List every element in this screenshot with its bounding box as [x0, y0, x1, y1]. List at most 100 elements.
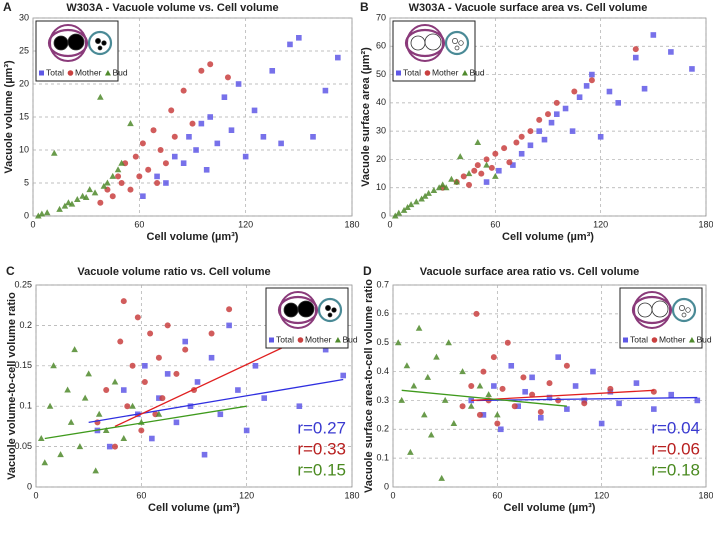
point [226, 306, 233, 313]
point [106, 443, 113, 450]
point [474, 138, 482, 145]
x-axis-label: Cell volume (µm³) [504, 502, 596, 514]
legend-label: Mother [305, 334, 332, 344]
point [474, 162, 481, 169]
point [650, 32, 657, 38]
cell-icon [325, 305, 331, 311]
cell-icon [424, 33, 442, 51]
point [668, 49, 674, 55]
point [435, 184, 443, 191]
point [112, 443, 118, 450]
panel: B W303A - Vacuole surface area vs. Cell v… [360, 0, 713, 243]
cell-icon [679, 305, 685, 311]
point [513, 139, 520, 146]
point [81, 394, 89, 401]
point [95, 410, 103, 417]
point [171, 153, 178, 160]
point [124, 403, 131, 410]
point [129, 402, 136, 409]
point [64, 386, 71, 393]
panel: A W303A - Vacuole volume vs. Cell volume 0… [3, 0, 360, 243]
point [138, 427, 145, 434]
point [633, 380, 640, 386]
point [537, 408, 544, 415]
point [104, 179, 111, 186]
point [572, 383, 579, 389]
point [433, 353, 440, 360]
point [118, 180, 125, 186]
chart-title: W303A - Vacuole surface area vs. Cell vo… [409, 2, 648, 14]
panel-letter: C [6, 264, 15, 278]
point [395, 209, 403, 216]
cell-icon [331, 307, 337, 313]
legend-label: Mother [432, 67, 459, 77]
cell-icon [53, 35, 69, 51]
point [571, 88, 578, 95]
point [145, 166, 152, 173]
x-axis-label: Cell volume (µm³) [148, 502, 240, 514]
cell-icon [47, 28, 89, 58]
point [501, 145, 508, 152]
legend-marker [297, 337, 304, 343]
legend-marker [269, 337, 274, 343]
point [467, 402, 475, 409]
point [139, 140, 146, 147]
point [207, 61, 214, 68]
point [529, 374, 535, 381]
point [100, 182, 108, 189]
point [61, 202, 69, 209]
y-tick-label: 30 [19, 12, 29, 22]
point [583, 83, 590, 89]
point [296, 403, 303, 409]
point [187, 403, 194, 409]
point [65, 199, 72, 206]
panel-letter: A [3, 0, 12, 14]
annotation: r=0.15 [297, 460, 346, 479]
point [615, 100, 622, 106]
point [226, 322, 232, 329]
point [68, 200, 76, 207]
annotation: r=0.27 [297, 418, 346, 437]
point [589, 71, 595, 78]
point [492, 150, 499, 157]
fit-line [114, 347, 283, 427]
legend-marker [651, 337, 658, 343]
point [499, 385, 506, 392]
cell-icon [685, 307, 691, 313]
y-tick-label: 0.1 [376, 453, 389, 463]
x-axis-label: Cell volume (µm³) [502, 231, 594, 243]
legend-marker [396, 70, 401, 76]
point [522, 388, 528, 395]
point [74, 196, 81, 202]
point [149, 435, 155, 442]
point [127, 186, 134, 193]
point [483, 156, 490, 163]
point [38, 210, 46, 217]
x-tick-label: 0 [33, 490, 38, 500]
point [536, 128, 543, 134]
point [71, 346, 78, 353]
x-axis-label: Cell volume (µm³) [147, 231, 239, 243]
point [154, 173, 160, 180]
point [407, 448, 414, 455]
point [340, 372, 347, 379]
cell-icon [404, 28, 446, 58]
point [439, 181, 446, 188]
point [538, 414, 544, 421]
point [569, 128, 576, 134]
x-tick-label: 0 [30, 219, 35, 229]
point [147, 330, 154, 337]
point [473, 310, 480, 317]
point [441, 396, 449, 403]
point [86, 186, 94, 193]
point [590, 368, 596, 375]
point [459, 403, 466, 410]
point [494, 411, 501, 418]
point [555, 397, 562, 404]
point [155, 354, 162, 361]
point [46, 402, 54, 409]
x-tick-label: 60 [134, 219, 144, 229]
legend-label: Bud [469, 67, 484, 77]
point [498, 426, 504, 433]
